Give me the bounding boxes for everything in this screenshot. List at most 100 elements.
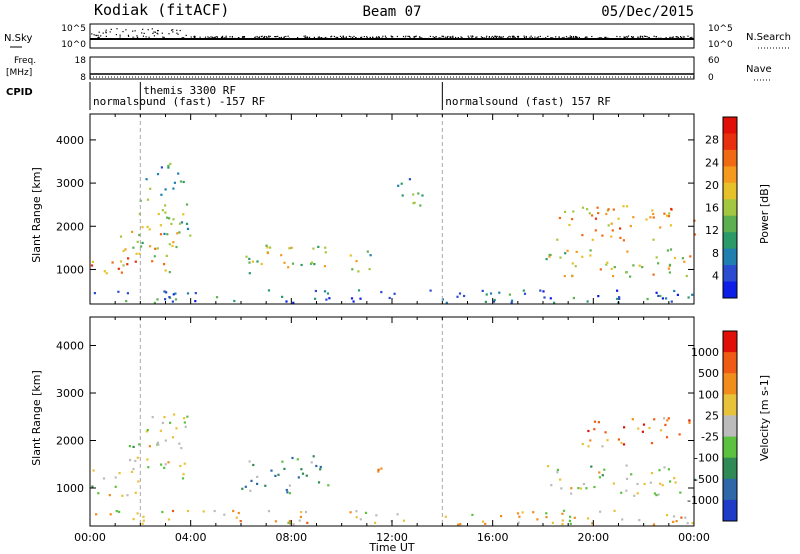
- nsky-dot: [148, 36, 150, 38]
- heatmap-cell: [165, 291, 168, 294]
- nsky-dot: [265, 36, 267, 38]
- nsky-dot: [313, 36, 315, 38]
- heatmap-cell: [248, 257, 251, 260]
- heatmap-cell: [594, 229, 597, 232]
- freq-frame: [89, 56, 695, 80]
- heatmap-cell: [178, 222, 182, 225]
- nsky-dot: [119, 34, 121, 36]
- heatmap-cell: [612, 208, 615, 211]
- colorbar-tick-label: 1000: [691, 346, 719, 359]
- nsky-dot: [396, 35, 398, 38]
- colorbar-tick-label: 12: [705, 224, 719, 237]
- heatmap-cell: [161, 421, 164, 424]
- nsky-dot: [494, 35, 496, 37]
- heatmap-cell: [568, 223, 571, 227]
- heatmap-cell: [186, 415, 189, 418]
- heatmap-cell: [248, 261, 251, 264]
- heatmap-cell: [324, 251, 327, 254]
- nsky-dot: [125, 29, 127, 31]
- heatmap-cell: [388, 296, 391, 300]
- heatmap-cell: [650, 442, 654, 445]
- heatmap-cell: [239, 520, 242, 523]
- heatmap-cell: [300, 511, 303, 514]
- heatmap-cell: [498, 291, 501, 294]
- heatmap-cell: [572, 296, 575, 300]
- heatmap-cell: [355, 260, 358, 263]
- heatmap-cell: [160, 166, 163, 169]
- heatmap-cell: [591, 522, 594, 525]
- heatmap-cell: [319, 465, 322, 469]
- heatmap-cell: [637, 427, 640, 430]
- heatmap-cell: [676, 293, 679, 296]
- nsky-dot: [278, 37, 280, 39]
- colorbar-swatch: [723, 281, 737, 299]
- heatmap-cell: [300, 468, 303, 471]
- nsky-dot: [378, 36, 380, 38]
- nsky-dot: [283, 37, 285, 39]
- heatmap-cell: [492, 300, 496, 303]
- heatmap-cell: [127, 257, 130, 260]
- heatmap-cell: [665, 214, 668, 217]
- nsky-dot: [330, 36, 332, 38]
- heatmap-cell: [573, 516, 576, 519]
- heatmap-cell: [288, 247, 291, 250]
- nsky-dot: [551, 37, 553, 39]
- heatmap-cell: [186, 292, 190, 295]
- heatmap-cell: [441, 298, 444, 301]
- heatmap-cell: [349, 254, 352, 257]
- colorbar-tick-label: 28: [705, 134, 719, 147]
- heatmap-cell: [359, 518, 362, 521]
- nsky-dot: [136, 35, 138, 37]
- heatmap-cell: [314, 297, 317, 300]
- heatmap-cell: [232, 509, 235, 513]
- nsky-dot: [547, 35, 549, 37]
- nsky-dot: [626, 36, 629, 38]
- nsky-dot: [555, 36, 557, 38]
- heatmap-cell: [669, 480, 672, 483]
- heatmap-cell: [359, 297, 362, 300]
- heatmap-cell: [281, 295, 284, 298]
- heatmap-cell: [641, 430, 644, 433]
- heatmap-cell: [164, 439, 167, 442]
- heatmap-cell: [164, 188, 167, 191]
- heatmap-cell: [665, 436, 669, 439]
- heatmap-cell: [400, 182, 403, 185]
- heatmap-cell: [625, 477, 629, 480]
- nsky-dot: [214, 36, 216, 38]
- heatmap-cell: [617, 438, 620, 441]
- nsky-dot: [303, 35, 305, 37]
- nsky-dot: [119, 36, 121, 38]
- heatmap-cell: [643, 482, 646, 486]
- nsky-dot: [480, 36, 482, 38]
- nsky-dot: [194, 36, 196, 38]
- heatmap-cell: [142, 519, 145, 522]
- heatmap-cell: [328, 297, 331, 300]
- nsky-dot: [502, 36, 504, 38]
- nsky-dot: [324, 36, 326, 39]
- heatmap-cell: [121, 494, 124, 497]
- heatmap-cell: [445, 301, 448, 304]
- heatmap-cell: [215, 296, 219, 299]
- heatmap-cell: [636, 492, 639, 495]
- nsky-dot: [308, 36, 311, 38]
- nsky-dot: [262, 37, 265, 39]
- heatmap-cell: [185, 203, 189, 206]
- heatmap-cell: [300, 263, 303, 267]
- heatmap-cell: [669, 224, 672, 227]
- heatmap-cell: [591, 238, 594, 241]
- heatmap-cell: [299, 515, 302, 518]
- colorbar-frame: [722, 116, 738, 299]
- heatmap-cell: [688, 421, 691, 424]
- freq-tick-bottom: 8: [80, 73, 86, 83]
- heatmap-cell: [317, 481, 321, 484]
- heatmap-cell: [233, 299, 236, 303]
- nsky-dot: [625, 36, 627, 38]
- heatmap-cell: [285, 300, 288, 303]
- heatmap-cell: [249, 489, 252, 492]
- heatmap-cell: [297, 476, 300, 479]
- nsky-dot: [221, 35, 224, 37]
- heatmap-cell: [670, 207, 673, 211]
- heatmap-cell: [184, 425, 187, 428]
- heatmap-cell: [118, 472, 121, 475]
- heatmap-cell: [183, 417, 186, 420]
